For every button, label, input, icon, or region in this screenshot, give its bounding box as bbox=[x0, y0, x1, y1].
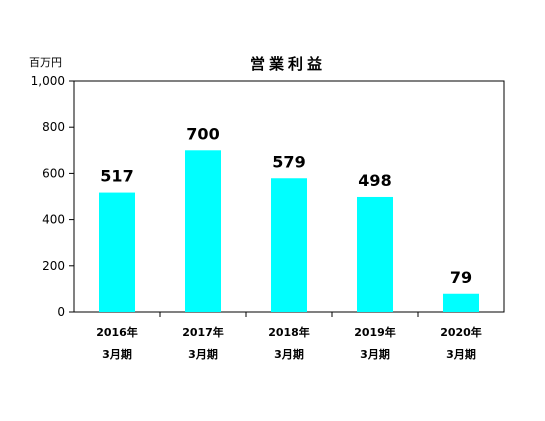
y-tick-label: 400 bbox=[42, 213, 65, 227]
x-tick-label-year: 2017年 bbox=[182, 325, 224, 339]
chart-title: 営業利益 bbox=[250, 55, 326, 73]
x-tick-label-year: 2016年 bbox=[96, 325, 138, 339]
data-label: 517 bbox=[100, 167, 133, 186]
y-tick-label: 1,000 bbox=[31, 74, 65, 88]
x-tick-label-year: 2019年 bbox=[354, 325, 396, 339]
data-labels: 517 700 579 498 79 bbox=[100, 124, 472, 286]
bar bbox=[185, 150, 221, 312]
x-tick-label-year: 2020年 bbox=[440, 325, 482, 339]
bar bbox=[99, 192, 135, 312]
y-tick-label: 600 bbox=[42, 166, 65, 180]
y-axis: 0 200 400 600 800 1,000 bbox=[31, 74, 74, 319]
bar-series bbox=[99, 150, 479, 312]
x-tick-label-period: 3月期 bbox=[274, 347, 304, 361]
y-tick-label: 800 bbox=[42, 120, 65, 134]
data-label: 700 bbox=[186, 124, 219, 143]
bar bbox=[271, 178, 307, 312]
x-tick-label-period: 3月期 bbox=[446, 347, 476, 361]
y-tick-label: 0 bbox=[57, 305, 65, 319]
x-axis: 2016年 3月期 2017年 3月期 2018年 3月期 2019年 3月期 2020年 3月期 bbox=[96, 312, 482, 361]
x-tick-label-year: 2018年 bbox=[268, 325, 310, 339]
x-tick-label-period: 3月期 bbox=[360, 347, 390, 361]
x-tick-label-period: 3月期 bbox=[188, 347, 218, 361]
x-tick-label-period: 3月期 bbox=[102, 347, 132, 361]
bar bbox=[357, 196, 393, 312]
data-label: 79 bbox=[450, 268, 472, 287]
bar bbox=[443, 293, 479, 312]
data-label: 579 bbox=[272, 152, 305, 171]
y-tick-label: 200 bbox=[42, 259, 65, 273]
data-label: 498 bbox=[358, 171, 391, 190]
y-axis-unit-label: 百万円 bbox=[29, 56, 62, 69]
